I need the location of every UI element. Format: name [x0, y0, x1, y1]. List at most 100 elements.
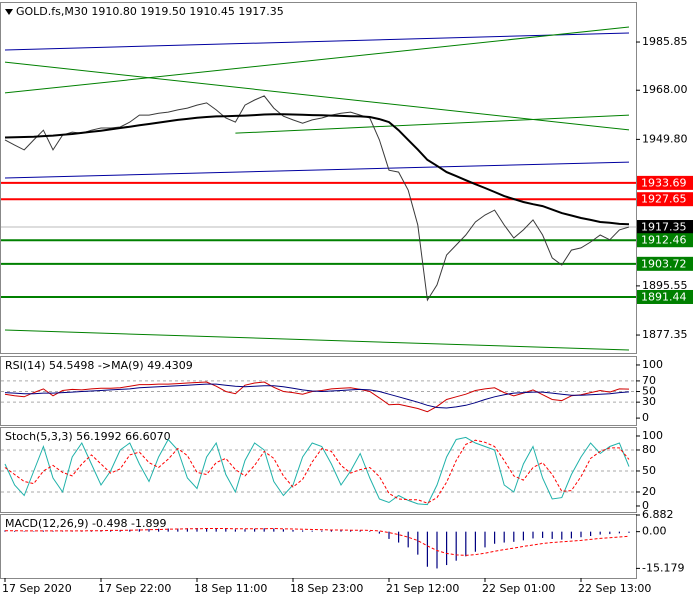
histogram-bar	[398, 531, 400, 543]
histogram-bar	[417, 531, 419, 555]
histogram-bar	[234, 529, 236, 532]
panel-title: GOLD.fs,M30 1910.80 1919.50 1910.45 1917…	[16, 5, 284, 18]
trend-line	[4, 32, 630, 51]
x-tick-label: 18 Sep 23:00	[290, 582, 363, 595]
histogram-bar	[388, 531, 390, 539]
series-line	[4, 113, 630, 226]
histogram-bar	[225, 528, 227, 532]
histogram-bar	[609, 531, 611, 535]
histogram-bar	[561, 531, 563, 540]
histogram-bar	[618, 531, 620, 534]
histogram-bar	[292, 529, 294, 532]
trend-line	[4, 161, 630, 179]
trend-line	[4, 61, 630, 131]
histogram-bar	[570, 531, 572, 539]
histogram-bar	[484, 531, 486, 548]
histogram-bar	[186, 528, 188, 532]
histogram-bar	[321, 530, 323, 532]
main-frame	[0, 2, 637, 354]
x-tick-label: 18 Sep 11:00	[194, 582, 267, 595]
histogram-bar	[590, 531, 592, 537]
y-tick-label: 80	[642, 443, 656, 456]
histogram-bar	[551, 531, 553, 539]
trend-line	[235, 114, 630, 134]
y-tick-label: 100	[642, 429, 663, 442]
histogram-bar	[206, 528, 208, 532]
x-tick-label: 17 Sep 22:00	[98, 582, 171, 595]
series-line	[4, 383, 630, 409]
histogram-bar	[254, 528, 256, 532]
histogram-bar	[330, 530, 332, 532]
histogram-bar	[474, 531, 476, 552]
histogram-bar	[273, 528, 275, 532]
histogram-bar	[42, 530, 44, 532]
histogram-bar	[407, 531, 409, 548]
histogram-bar	[340, 530, 342, 532]
trend-line	[4, 26, 630, 94]
level-label: 1933.69	[641, 176, 687, 189]
histogram-bar	[513, 531, 515, 542]
histogram-bar	[378, 531, 380, 534]
histogram-bar	[52, 530, 54, 532]
y-tick-label: 0.00	[642, 525, 667, 538]
y-tick-label: 30	[642, 395, 656, 408]
macd-frame	[0, 514, 637, 579]
histogram-bar	[33, 531, 35, 532]
histogram-bar	[138, 529, 140, 532]
x-tick-label: 21 Sep 12:00	[386, 582, 459, 595]
rsi-frame	[0, 356, 637, 426]
panel-title: MACD(12,26,9) -0.498 -1.899	[5, 517, 166, 530]
series-line	[5, 527, 630, 556]
y-tick-label: 6.882	[642, 508, 674, 521]
histogram-bar	[350, 530, 352, 532]
level-label: 1912.46	[641, 234, 687, 247]
histogram-bar	[148, 528, 150, 532]
panel-title: RSI(14) 54.5498 ->MA(9) 49.4309	[5, 359, 193, 372]
y-tick-label: 20	[642, 485, 656, 498]
histogram-bar	[426, 531, 428, 567]
histogram-bar	[263, 528, 265, 532]
histogram-bar	[455, 531, 457, 561]
y-tick-label: 1949.80	[642, 132, 688, 145]
level-label-box	[637, 175, 693, 190]
x-tick-label: 22 Sep 01:00	[482, 582, 555, 595]
histogram-bar	[465, 531, 467, 557]
level-label: 1927.65	[641, 193, 687, 206]
histogram-bar	[311, 530, 313, 532]
y-tick-label: 50	[642, 464, 656, 477]
series-line	[4, 436, 630, 506]
histogram-bar	[129, 529, 131, 532]
level-label-box	[637, 289, 693, 304]
y-tick-label: 50	[642, 385, 656, 398]
level-label-box	[637, 256, 693, 271]
histogram-bar	[522, 531, 524, 541]
series-line	[4, 439, 630, 504]
y-tick-label: 1968.00	[642, 83, 688, 96]
panel-title: Stoch(5,3,3) 56.1992 66.6070	[5, 430, 171, 443]
y-tick-label: 0	[642, 411, 649, 424]
series-line	[4, 95, 630, 302]
histogram-bar	[446, 531, 448, 566]
level-label-box	[637, 220, 693, 235]
histogram-bar	[580, 531, 582, 538]
histogram-bar	[302, 530, 304, 532]
histogram-bar	[244, 529, 246, 532]
histogram-bar	[23, 531, 25, 532]
y-tick-label: 70	[642, 374, 656, 387]
x-tick-label: 22 Sep 13:00	[578, 582, 651, 595]
histogram-bar	[359, 530, 361, 532]
histogram-bar	[494, 531, 496, 544]
level-label: 1917.35	[641, 221, 687, 234]
stoch-frame	[0, 427, 637, 513]
histogram-bar	[110, 530, 112, 532]
histogram-bar	[532, 531, 534, 539]
level-label: 1891.44	[641, 290, 687, 303]
histogram-bar	[196, 528, 198, 532]
histogram-bar	[503, 531, 505, 543]
level-label-box	[637, 233, 693, 248]
histogram-bar	[369, 530, 371, 532]
histogram-bar	[628, 531, 630, 533]
y-tick-label: 1895.55	[642, 279, 688, 292]
histogram-bar	[158, 528, 160, 532]
